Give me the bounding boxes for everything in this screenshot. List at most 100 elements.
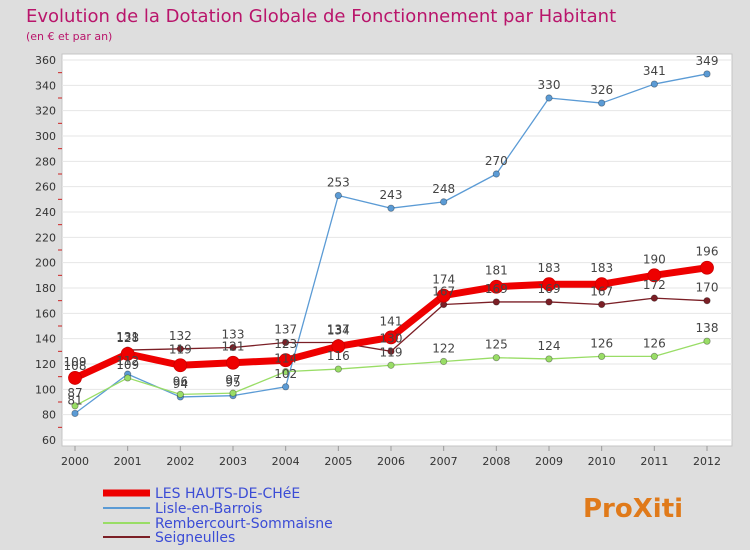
data-label: 174 — [432, 273, 455, 287]
y-tick-label: 120 — [35, 358, 56, 371]
legend-label: LES HAUTS-DE-CHéE — [155, 486, 300, 502]
y-tick-label: 360 — [35, 54, 56, 67]
data-label: 109 — [64, 355, 87, 369]
series-point-2 — [440, 357, 448, 366]
data-label: 141 — [380, 314, 403, 328]
series-point-2 — [229, 389, 237, 397]
chart-title: Evolution de la Dotation Globale de Fonc… — [26, 6, 616, 27]
data-label: 190 — [643, 252, 666, 266]
series-point-1 — [703, 70, 711, 78]
data-label: 114 — [274, 352, 297, 366]
data-label: 87 — [67, 386, 82, 400]
x-tick-label: 2005 — [324, 455, 352, 468]
data-label: 108 — [64, 359, 87, 373]
legend-label: Rembercourt-Sommaisne — [155, 516, 333, 532]
data-label: 169 — [485, 282, 508, 296]
x-tick-label: 2003 — [219, 455, 247, 468]
series-point-0 — [226, 355, 240, 370]
legend-label: Lisle-en-Barrois — [155, 501, 262, 517]
data-label: 181 — [485, 264, 508, 278]
series-point-0 — [120, 346, 135, 361]
y-tick-label: 340 — [35, 79, 56, 92]
series-point-1 — [650, 80, 658, 88]
data-label: 270 — [485, 154, 508, 168]
data-label: 96 — [173, 374, 188, 388]
axes: 60 80 100 120 140 160 180 200 220 240 260 280 300 320… — [35, 54, 721, 468]
data-label: 326 — [590, 83, 613, 97]
x-tick-label: 2012 — [693, 455, 721, 468]
data-label: 130 — [380, 331, 403, 345]
data-label: 112 — [116, 354, 139, 368]
series-point-3 — [598, 300, 606, 309]
series-point-3 — [229, 343, 237, 352]
x-tick-label: 2010 — [588, 455, 616, 468]
data-label: 116 — [327, 349, 350, 363]
data-label: 95 — [225, 376, 240, 390]
x-tick-label: 2008 — [482, 455, 510, 468]
y-tick-label: 260 — [35, 181, 56, 194]
data-label: 102 — [274, 367, 297, 381]
data-label: 169 — [538, 282, 561, 296]
x-tick-label: 2009 — [535, 455, 563, 468]
series-point-0 — [542, 277, 556, 292]
data-label: 167 — [432, 284, 455, 298]
series-point-2 — [703, 337, 711, 345]
data-label: 126 — [590, 336, 613, 350]
x-tick-label: 2011 — [640, 455, 668, 468]
series-point-2 — [124, 374, 132, 382]
series-point-0 — [68, 371, 82, 385]
series-point-1 — [440, 198, 448, 206]
series-point-2 — [598, 352, 606, 360]
data-label: 119 — [169, 342, 192, 356]
y-tick-label: 60 — [42, 434, 56, 447]
data-label: 330 — [538, 78, 561, 92]
series-point-3 — [387, 347, 395, 355]
series-point-0 — [278, 353, 293, 368]
data-label: 97 — [225, 373, 240, 387]
series-point-1 — [387, 204, 395, 212]
y-tick-label: 180 — [35, 282, 56, 295]
data-label: 248 — [432, 182, 455, 196]
y-tick-label: 160 — [35, 307, 56, 320]
x-tick-label: 2006 — [377, 455, 405, 468]
data-label: 109 — [116, 358, 139, 372]
data-label: 126 — [643, 336, 666, 350]
series-point-3 — [492, 298, 500, 306]
y-tick-label: 220 — [35, 231, 56, 244]
data-label: 94 — [173, 377, 188, 391]
data-label: 167 — [590, 284, 613, 298]
series-point-2 — [545, 355, 553, 363]
y-tick-label: 280 — [35, 155, 56, 168]
y-tick-label: 140 — [35, 333, 56, 346]
data-label: 196 — [696, 245, 719, 259]
plot-frame — [61, 53, 733, 447]
logo: ProXiti — [583, 494, 683, 524]
data-label: 123 — [274, 337, 297, 351]
labels-layer: 81 112 94 95 102 253 243 248 270 330 326 341 349 87 10… — [64, 54, 719, 407]
legend-label: Seigneulles — [155, 530, 235, 546]
series-point-0 — [700, 260, 714, 275]
series-point-3 — [703, 297, 711, 305]
data-label: 121 — [222, 340, 245, 354]
data-label: 183 — [590, 261, 613, 275]
chart-subtitle: (en € et par an) — [26, 30, 112, 43]
series-layer — [68, 70, 714, 417]
data-label: 341 — [643, 64, 666, 78]
series-point-3 — [176, 345, 184, 353]
data-label: 132 — [169, 329, 192, 343]
data-label: 349 — [696, 54, 719, 68]
y-tick-label: 300 — [35, 130, 56, 143]
data-label: 124 — [538, 339, 561, 353]
y-tick-label: 200 — [35, 257, 56, 270]
series-point-1 — [598, 99, 606, 107]
data-label: 137 — [274, 322, 297, 336]
data-label: 172 — [643, 278, 666, 292]
series-point-1 — [492, 170, 500, 178]
x-tick-label: 2007 — [430, 455, 458, 468]
series-point-1 — [334, 191, 342, 200]
x-tick-label: 2004 — [272, 455, 300, 468]
series-point-2 — [387, 361, 395, 369]
series-point-0 — [436, 288, 451, 303]
